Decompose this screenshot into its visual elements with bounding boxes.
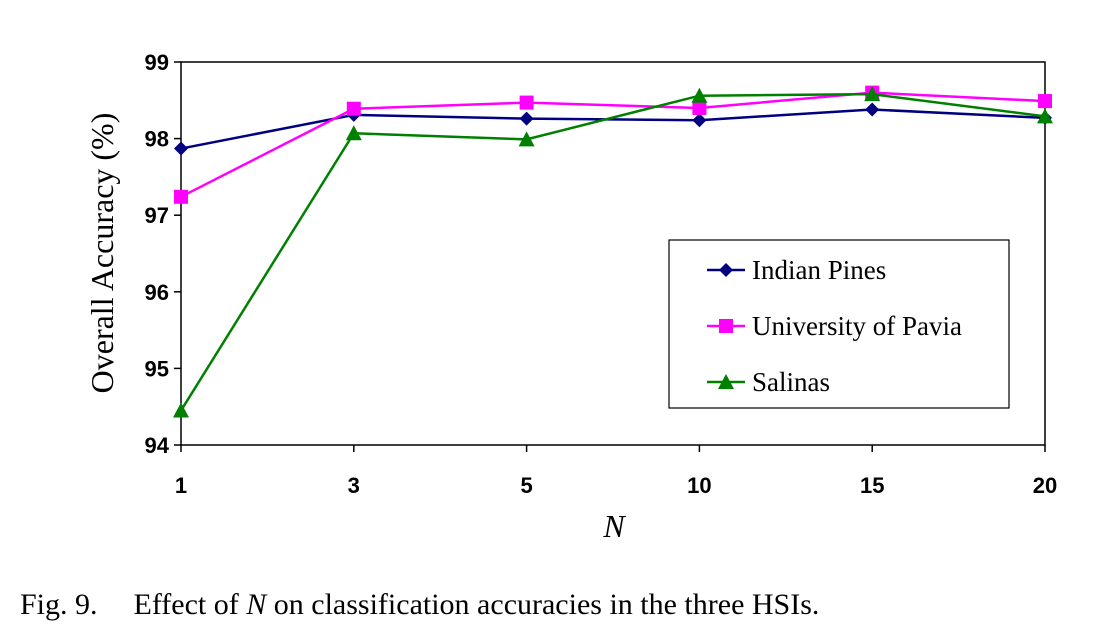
y-axis-label: Overall Accuracy (%) — [84, 113, 120, 394]
legend-marker — [718, 374, 734, 389]
x-tick-label: 10 — [687, 473, 711, 498]
y-tick-label: 97 — [145, 203, 169, 228]
data-point — [692, 100, 707, 115]
legend-item: Indian Pines — [707, 255, 886, 285]
data-point — [173, 402, 189, 418]
data-point — [864, 86, 881, 102]
series-salinas — [173, 86, 1053, 418]
plot-frame — [180, 61, 1046, 446]
data-point — [346, 101, 361, 116]
y-tick-label: 96 — [145, 280, 169, 305]
series-indian-pines — [174, 102, 1052, 156]
data-point — [1038, 94, 1052, 109]
x-tick-label: 1 — [175, 473, 187, 498]
x-tick-label: 3 — [348, 473, 360, 498]
y-tick-label: 99 — [145, 50, 169, 75]
legend-item: University of Pavia — [707, 311, 962, 341]
series-university-of-pavia — [174, 85, 1052, 204]
line-chart: 94 95 96 97 98 99 1 3 5 10 15 20 Overall Accuracy … — [84, 50, 1057, 544]
legend-label: Indian Pines — [752, 255, 886, 285]
caption-text-after: on classification accuracies in the thre… — [266, 588, 820, 621]
figure-caption: Fig. 9. Effect of N on classification acc… — [20, 588, 819, 622]
y-axis: 94 95 96 97 98 99 — [145, 50, 181, 458]
data-point — [518, 131, 535, 147]
y-tick-label: 94 — [145, 433, 170, 458]
data-point — [174, 189, 188, 204]
y-tick-label: 95 — [145, 356, 169, 381]
caption-text-before: Effect of — [133, 588, 247, 621]
legend-label: Salinas — [752, 367, 830, 397]
legend-label: University of Pavia — [752, 311, 962, 341]
data-point — [174, 141, 188, 156]
caption-italic-n: N — [246, 588, 267, 621]
x-axis: 1 3 5 10 15 20 — [175, 445, 1057, 498]
legend-marker — [719, 263, 733, 277]
caption-number: Fig. 9. — [20, 588, 98, 621]
x-tick-label: 15 — [860, 473, 884, 498]
x-tick-label: 5 — [520, 473, 532, 498]
legend-item: Salinas — [707, 367, 830, 397]
data-point — [1037, 108, 1053, 124]
x-axis-label: N — [602, 508, 626, 544]
legend: Indian Pines University of Pavia Salinas — [668, 239, 1010, 409]
data-point — [692, 113, 707, 128]
data-point — [519, 95, 534, 110]
x-tick-label: 20 — [1033, 473, 1057, 498]
data-point — [691, 87, 708, 103]
legend-items: Indian Pines University of Pavia Salinas — [707, 255, 962, 397]
data-point — [345, 125, 362, 141]
series-line — [179, 92, 1046, 412]
series-line — [180, 108, 1046, 150]
data-point — [865, 102, 880, 117]
data-point — [519, 111, 534, 126]
y-tick-label: 98 — [145, 127, 169, 152]
legend-marker — [719, 319, 733, 333]
series-line — [180, 91, 1046, 198]
series-layer — [173, 85, 1053, 418]
